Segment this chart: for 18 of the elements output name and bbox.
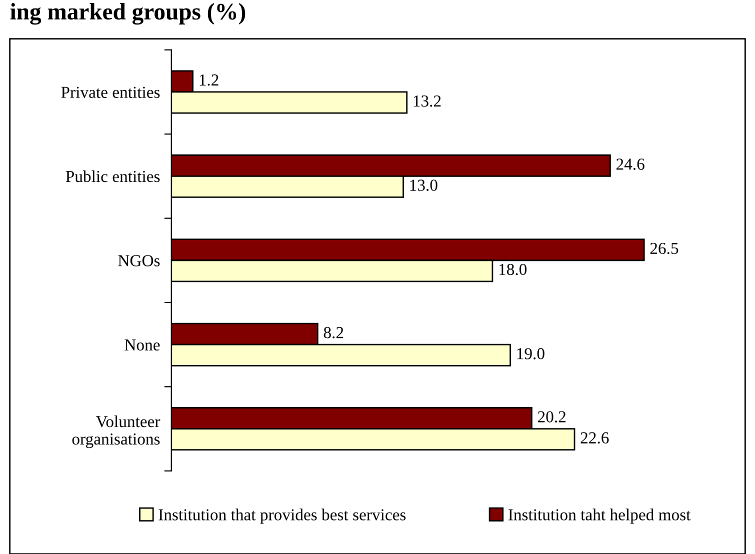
y-tick-label: NGOs <box>118 255 160 266</box>
data-label: 24.6 <box>616 158 644 170</box>
data-label: 18.0 <box>499 264 527 276</box>
y-tick-label: Public entities <box>66 170 160 182</box>
data-label: 19.0 <box>517 348 544 360</box>
data-label: 1.2 <box>200 74 218 86</box>
y-tick-label: Volunteer organisations <box>72 415 160 448</box>
data-label: 8.2 <box>324 326 344 338</box>
legend-label: Institution taht helped most <box>508 508 691 524</box>
y-tick-label: Private entities <box>61 86 160 98</box>
legend-label: Institution that provides best services <box>158 508 406 524</box>
data-label: 22.6 <box>580 432 609 444</box>
data-label: 26.5 <box>650 242 678 254</box>
data-label: 13.0 <box>410 180 438 191</box>
data-label: 13.2 <box>414 95 441 107</box>
y-tick-label: None <box>124 339 160 351</box>
data-label: 20.2 <box>538 411 566 423</box>
chart-title: ing marked groups (%) <box>10 3 246 25</box>
